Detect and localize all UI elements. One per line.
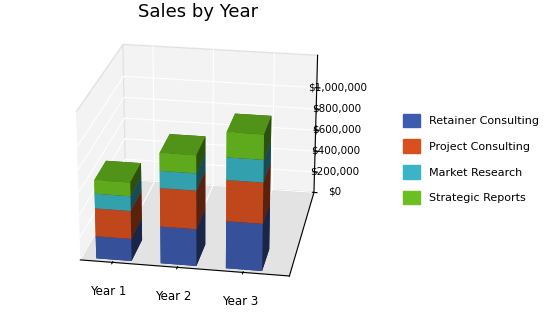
Legend: Retainer Consulting, Project Consulting, Market Research, Strategic Reports: Retainer Consulting, Project Consulting,… [398,108,544,210]
Title: Sales by Year: Sales by Year [138,3,258,21]
